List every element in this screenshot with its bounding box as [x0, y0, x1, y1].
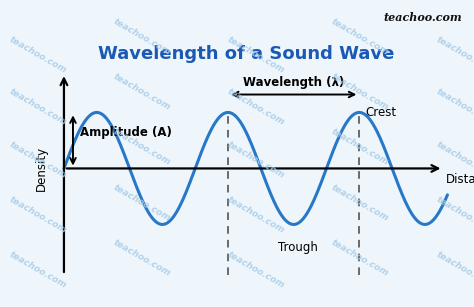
Text: Wavelength of a Sound Wave: Wavelength of a Sound Wave	[98, 45, 395, 63]
Text: teachoo.com: teachoo.com	[330, 127, 391, 167]
Text: teachoo.com: teachoo.com	[434, 195, 474, 235]
Text: teachoo.com: teachoo.com	[112, 183, 173, 223]
Text: teachoo.com: teachoo.com	[434, 250, 474, 290]
Text: teachoo.com: teachoo.com	[226, 35, 286, 75]
Text: teachoo.com: teachoo.com	[434, 87, 474, 127]
Text: teachoo.com: teachoo.com	[8, 195, 68, 235]
Text: teachoo.com: teachoo.com	[330, 17, 391, 57]
Text: teachoo.com: teachoo.com	[8, 140, 68, 180]
Text: teachoo.com: teachoo.com	[112, 238, 173, 278]
Text: teachoo.com: teachoo.com	[112, 72, 173, 112]
Text: teachoo.com: teachoo.com	[330, 72, 391, 112]
Text: teachoo.com: teachoo.com	[330, 183, 391, 223]
Text: teachoo.com: teachoo.com	[383, 12, 462, 23]
Text: teachoo.com: teachoo.com	[434, 140, 474, 180]
Text: Distance: Distance	[446, 173, 474, 186]
Text: teachoo.com: teachoo.com	[112, 127, 173, 167]
Text: Crest: Crest	[365, 106, 397, 119]
Text: teachoo.com: teachoo.com	[226, 140, 286, 180]
Text: teachoo.com: teachoo.com	[8, 250, 68, 290]
Text: teachoo.com: teachoo.com	[112, 17, 173, 57]
Text: teachoo.com: teachoo.com	[434, 35, 474, 75]
Text: teachoo.com: teachoo.com	[8, 87, 68, 127]
Text: teachoo.com: teachoo.com	[8, 35, 68, 75]
Text: teachoo.com: teachoo.com	[226, 195, 286, 235]
Text: teachoo.com: teachoo.com	[226, 87, 286, 127]
Text: Trough: Trough	[278, 241, 318, 254]
Text: teachoo.com: teachoo.com	[330, 238, 391, 278]
Text: Amplitude (A): Amplitude (A)	[81, 126, 172, 138]
Text: Wavelength (λ): Wavelength (λ)	[243, 76, 344, 89]
Text: teachoo.com: teachoo.com	[226, 250, 286, 290]
Text: Density: Density	[35, 146, 48, 191]
